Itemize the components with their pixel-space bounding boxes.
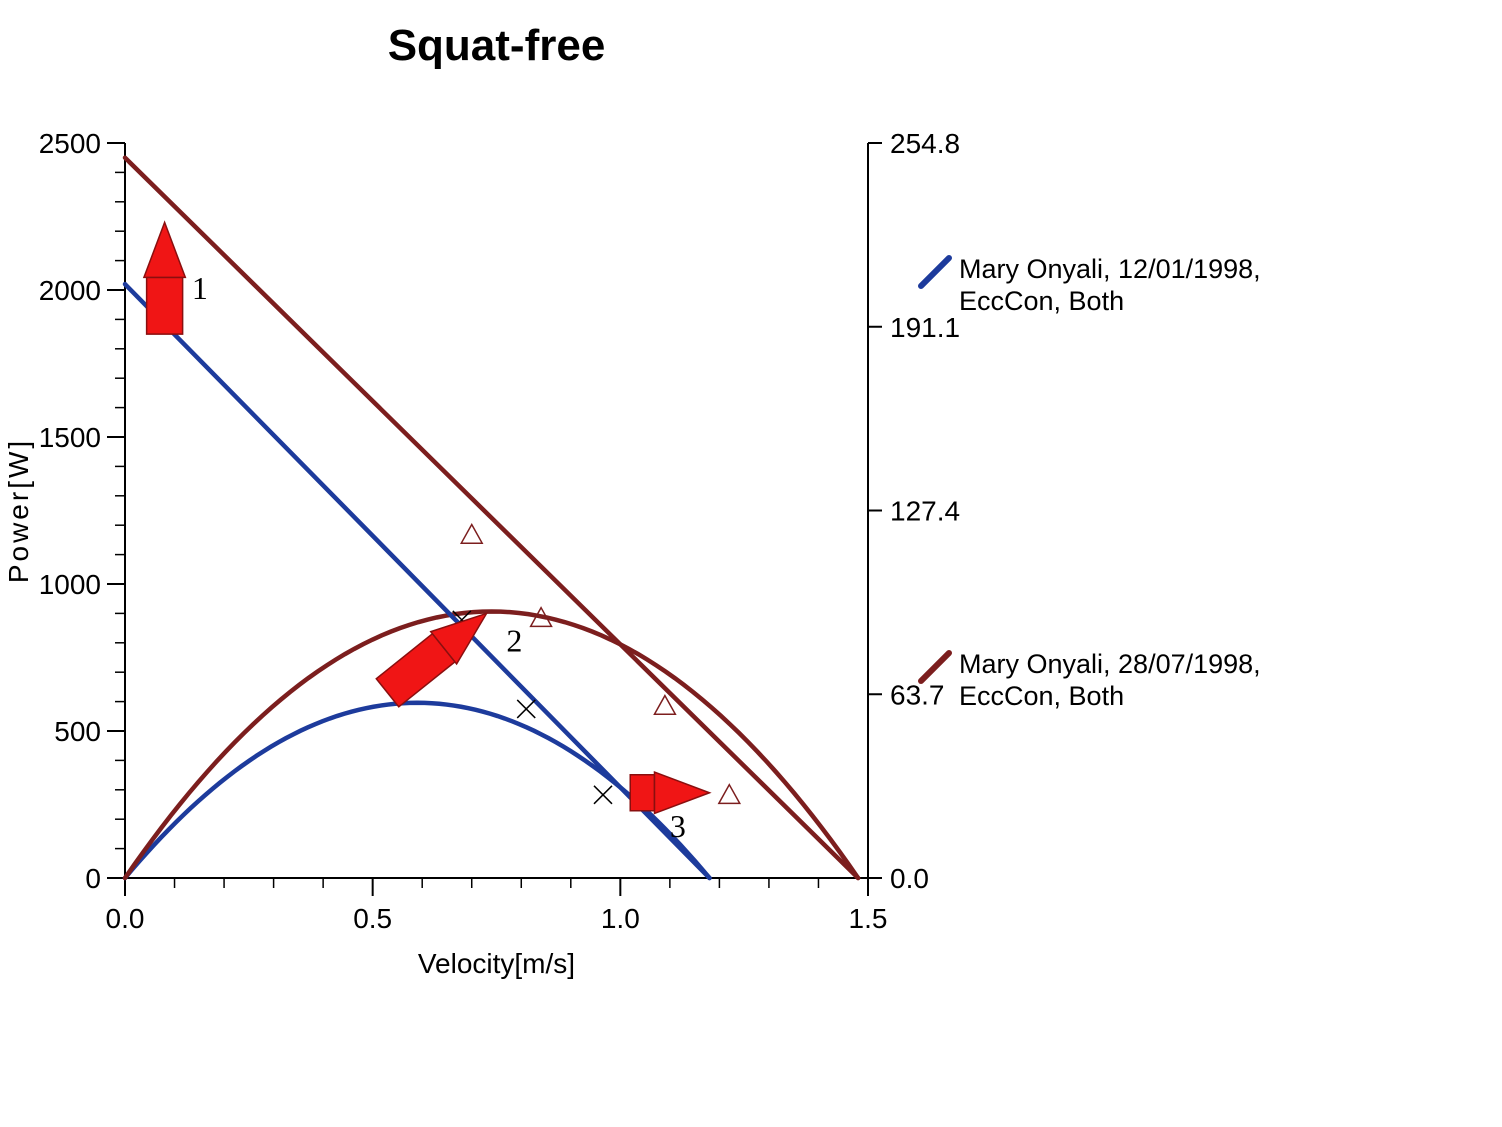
chart-title: Squat-free — [388, 21, 606, 70]
x-tick-label: 0.0 — [106, 903, 145, 934]
y2-tick-label: 127.4 — [890, 496, 960, 527]
x-tick-label: 0.5 — [353, 903, 392, 934]
y-tick-label: 2000 — [39, 275, 101, 306]
arrow-3 — [630, 775, 654, 811]
legend-text: Mary Onyali, 12/01/1998, — [959, 254, 1261, 284]
chart-canvas: Squat-free 0 500 1000 1500 2000 2500 Power[W] 0.… — [0, 0, 1502, 1127]
y2-tick-label: 191.1 — [890, 312, 960, 343]
legend-text: EccCon, Both — [959, 286, 1124, 316]
y2-tick-label: 0.0 — [890, 863, 929, 894]
legend-text: Mary Onyali, 28/07/1998, — [959, 649, 1261, 679]
y2-tick-label: 63.7 — [890, 679, 945, 710]
y-tick-label: 2500 — [39, 128, 101, 159]
x-tick-label: 1.5 — [849, 903, 888, 934]
arrow-1 — [147, 277, 183, 334]
y-tick-label: 1000 — [39, 569, 101, 600]
y-tick-label: 500 — [54, 716, 101, 747]
legend-text: EccCon, Both — [959, 681, 1124, 711]
y-axis-label: Power[W] — [3, 438, 34, 583]
y2-tick-label: 254.8 — [890, 128, 960, 159]
arrow-label-2: 2 — [506, 623, 522, 659]
arrow-label-1: 1 — [192, 270, 208, 306]
chart-bg — [0, 0, 1502, 1127]
y-tick-label: 1500 — [39, 422, 101, 453]
y-tick-label: 0 — [85, 863, 101, 894]
x-axis-label: Velocity[m/s] — [418, 948, 575, 979]
arrow-label-3: 3 — [670, 808, 686, 844]
x-tick-label: 1.0 — [601, 903, 640, 934]
